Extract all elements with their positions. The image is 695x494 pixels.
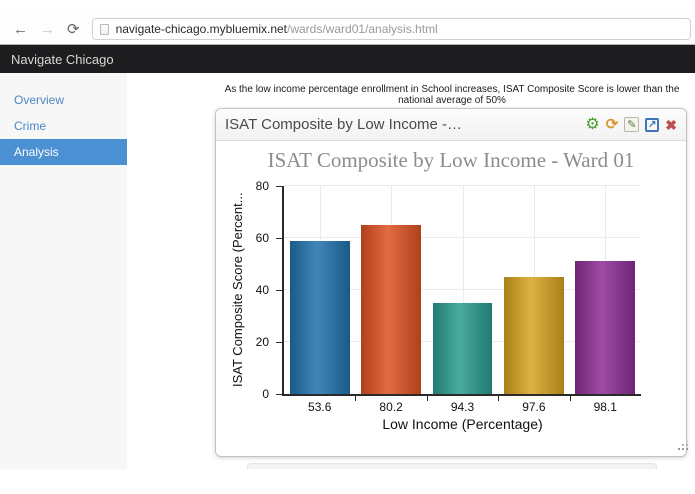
v-gridline [462, 186, 464, 394]
y-tick-mark [276, 185, 283, 187]
url-text: navigate-chicago.mybluemix.net/wards/war… [116, 22, 438, 36]
y-tick-label: 0 [262, 387, 269, 401]
bar [432, 303, 493, 394]
url-domain: navigate-chicago.mybluemix.net [115, 22, 287, 36]
bar [289, 240, 350, 394]
x-category-label: 53.6 [308, 400, 332, 414]
back-icon[interactable]: ← [13, 20, 28, 38]
y-tick-label: 40 [255, 283, 269, 297]
h-gridline [284, 185, 641, 186]
x-tick-mark [498, 396, 500, 401]
sidebar-item-overview[interactable]: Overview [14, 93, 65, 107]
bar [503, 277, 564, 394]
x-axis-line [282, 394, 641, 396]
close-icon[interactable]: ✖ [665, 116, 677, 133]
sidebar: Overview Crime Analysis [0, 73, 127, 469]
y-tick-mark [276, 393, 283, 395]
chart-panel: ISAT Composite by Low Income -… ⚙ ⟳ ✎ ↗ … [215, 108, 687, 457]
expand-icon[interactable]: ↗ [645, 117, 660, 132]
panel-title: ISAT Composite by Low Income -… [225, 116, 463, 133]
page-icon [99, 23, 109, 35]
refresh-icon[interactable]: ⟳ [605, 115, 619, 133]
x-tick-mark [569, 396, 571, 401]
panel-header: ISAT Composite by Low Income -… ⚙ ⟳ ✎ ↗ … [216, 109, 686, 141]
next-panel-partial [247, 463, 657, 469]
y-tick-labels: 0 20 40 60 80 [248, 179, 276, 401]
x-category-label: 80.2 [379, 400, 403, 414]
x-category-label: 94.3 [450, 400, 475, 414]
resize-grip-icon[interactable] [678, 448, 680, 450]
url-path: /wards/ward01/analysis.html [287, 22, 438, 36]
x-axis-title: Low Income (Percentage) [382, 416, 543, 432]
y-axis-line [282, 186, 284, 396]
x-tick-mark [426, 396, 428, 401]
sidebar-item-crime[interactable]: Crime [14, 119, 46, 133]
y-tick-label: 60 [255, 231, 269, 245]
reload-icon[interactable]: ⟳ [67, 20, 80, 38]
browser-toolbar: ← → ⟳ navigate-chicago.mybluemix.net/war… [0, 14, 695, 45]
brand-title[interactable]: Navigate Chicago [11, 51, 114, 67]
content: Overview Crime Analysis As the low incom… [0, 73, 695, 469]
site-navbar: Navigate Chicago [0, 45, 695, 73]
forward-icon[interactable]: → [40, 20, 55, 38]
y-tick-label: 80 [255, 179, 269, 193]
panel-body: ISAT Composite by Low Income - Ward 01 I… [216, 141, 686, 456]
y-tick-label: 20 [255, 335, 269, 349]
analysis-summary-text: As the low income percentage enrollment … [224, 84, 680, 106]
chart-title: ISAT Composite by Low Income - Ward 01 [267, 148, 635, 172]
address-bar[interactable]: navigate-chicago.mybluemix.net/wards/war… [91, 18, 691, 40]
x-tick-mark [355, 396, 357, 401]
sidebar-item-analysis[interactable]: Analysis [0, 139, 127, 165]
edit-icon[interactable]: ✎ [624, 117, 640, 132]
y-tick-mark [276, 237, 283, 239]
settings-icon[interactable]: ⚙ [585, 115, 600, 133]
y-tick-mark [276, 289, 283, 291]
plot-area [276, 185, 641, 401]
y-axis-label: ISAT Composite Score (Percent... [230, 192, 245, 388]
x-category-label: 98.1 [593, 400, 617, 414]
main-area: As the low income percentage enrollment … [127, 73, 695, 469]
y-tick-mark [276, 341, 283, 343]
bar [361, 225, 422, 394]
x-category-label: 97.6 [522, 400, 546, 414]
bar [575, 261, 636, 394]
x-tick-labels: 53.6 80.2 94.3 97.6 98.1 [284, 400, 641, 414]
